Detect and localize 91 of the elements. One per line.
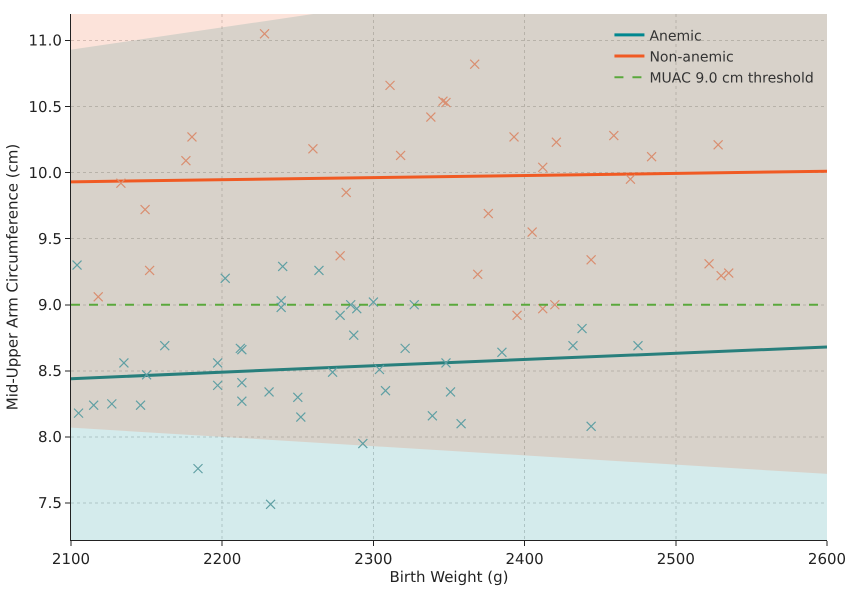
point	[135, 400, 146, 410]
y-tick-label: 8.0	[38, 428, 62, 446]
point	[220, 273, 230, 284]
point	[327, 367, 338, 378]
point	[278, 261, 288, 272]
point	[409, 300, 420, 310]
point	[296, 412, 306, 422]
point	[88, 400, 99, 410]
y-tick-label: 7.5	[38, 494, 62, 512]
point	[212, 358, 223, 368]
x-tick-label: 2300	[354, 550, 392, 568]
point	[400, 343, 410, 354]
point	[180, 156, 192, 166]
point	[236, 378, 247, 388]
point	[346, 300, 356, 310]
y-tick-label: 10.0	[28, 164, 62, 182]
point	[586, 421, 596, 432]
point	[93, 292, 104, 302]
point	[438, 96, 448, 106]
point	[314, 265, 324, 276]
point	[259, 28, 270, 39]
point	[512, 310, 522, 320]
y-axis-title: Mid-Upper Arm Circumference (cm)	[4, 144, 22, 410]
legend-label: MUAC 9.0 cm threshold	[649, 70, 814, 87]
point	[144, 265, 155, 276]
point	[646, 152, 657, 162]
x-tick-label: 2500	[656, 550, 695, 568]
point	[160, 340, 170, 351]
point	[568, 340, 578, 351]
point	[358, 438, 368, 449]
point	[483, 208, 494, 219]
point	[426, 112, 436, 122]
y-tick-label: 8.5	[38, 362, 62, 380]
x-tick-label: 2600	[808, 550, 846, 568]
point	[632, 340, 644, 351]
legend-label: Anemic	[649, 28, 702, 44]
point	[427, 410, 438, 421]
point	[73, 408, 84, 418]
point	[348, 330, 359, 340]
point	[118, 358, 130, 368]
point	[265, 499, 276, 510]
point	[713, 140, 724, 150]
point	[264, 386, 274, 398]
point	[440, 97, 452, 108]
point	[508, 132, 520, 142]
point	[140, 204, 150, 215]
point	[527, 226, 538, 238]
point	[576, 323, 588, 334]
point	[586, 254, 596, 265]
point	[538, 162, 548, 172]
x-tick-label: 2400	[506, 550, 544, 568]
x-axis-title: Birth Weight (g)	[389, 568, 509, 586]
point	[551, 137, 562, 148]
point	[276, 296, 286, 306]
point	[142, 370, 152, 380]
point	[308, 144, 318, 154]
point	[335, 250, 346, 261]
point	[380, 386, 391, 396]
point	[396, 150, 406, 161]
y-tick-label: 10.5	[28, 98, 62, 116]
point	[496, 347, 508, 358]
point	[704, 258, 714, 269]
point	[72, 260, 82, 270]
point	[236, 396, 247, 406]
point	[470, 59, 480, 70]
point	[186, 132, 198, 142]
point	[341, 187, 352, 198]
legend-label: Non-anemic	[649, 50, 734, 66]
point	[384, 80, 396, 90]
point	[440, 358, 452, 368]
point	[212, 380, 223, 390]
point	[292, 392, 303, 402]
point	[625, 174, 636, 184]
point	[276, 302, 286, 312]
point	[445, 386, 456, 398]
point	[368, 297, 378, 308]
x-tick-label: 2100	[52, 550, 90, 568]
y-tick-label: 9.0	[38, 296, 62, 314]
point	[335, 310, 346, 320]
point	[608, 130, 619, 141]
point	[550, 300, 560, 310]
y-tick-label: 11.0	[28, 32, 62, 50]
point	[352, 304, 362, 314]
point	[106, 398, 117, 409]
x-tick-label: 2200	[203, 550, 242, 568]
point	[192, 464, 204, 474]
y-tick-label: 9.5	[38, 230, 62, 248]
point	[456, 418, 466, 429]
point	[374, 364, 385, 375]
point	[472, 269, 483, 280]
point	[116, 178, 126, 188]
